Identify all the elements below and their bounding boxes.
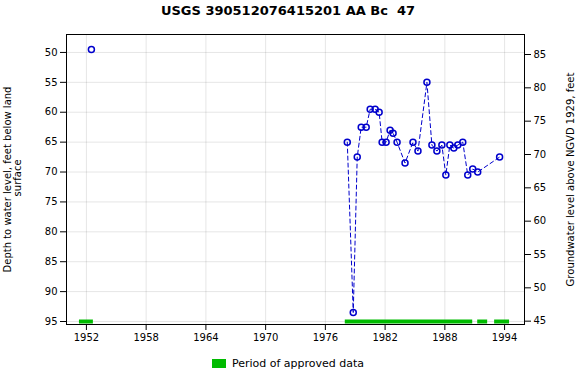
svg-text:45: 45 <box>534 315 547 326</box>
svg-text:65: 65 <box>45 136 58 147</box>
svg-text:80: 80 <box>534 82 547 93</box>
svg-text:Depth to water level, feet bel: Depth to water level, feet below land su… <box>2 87 23 273</box>
svg-text:95: 95 <box>45 316 58 327</box>
svg-text:55: 55 <box>534 249 547 260</box>
html-text:Period of approved data: Period of approved data <box>231 356 365 370</box>
svg-text:65: 65 <box>534 182 547 193</box>
svg-text:1952: 1952 <box>74 332 99 343</box>
svg-text:1976: 1976 <box>313 332 338 343</box>
svg-text:75: 75 <box>534 115 547 126</box>
svg-text:1958: 1958 <box>133 332 158 343</box>
svg-text:1964: 1964 <box>193 332 218 343</box>
svg-text:70: 70 <box>45 166 58 177</box>
svg-text:1994: 1994 <box>492 332 517 343</box>
svg-text:85: 85 <box>45 256 58 267</box>
svg-text:50: 50 <box>534 282 547 293</box>
svg-text:80: 80 <box>45 226 58 237</box>
html-text:USGS 390512076415201 AA Bc 47: USGS 390512076415201 AA Bc 47 <box>161 3 415 18</box>
svg-text:50: 50 <box>45 47 58 58</box>
svg-text:60: 60 <box>45 106 58 117</box>
svg-text:1988: 1988 <box>432 332 457 343</box>
svg-text:1982: 1982 <box>372 332 397 343</box>
svg-text:1970: 1970 <box>253 332 278 343</box>
svg-text:60: 60 <box>534 215 547 226</box>
svg-text:85: 85 <box>534 49 547 60</box>
svg-text:90: 90 <box>45 286 58 297</box>
svg-text:75: 75 <box>45 196 58 207</box>
svg-text:55: 55 <box>45 77 58 88</box>
svg-text:Groundwater level above NGVD 1: Groundwater level above NGVD 1929, feet <box>565 73 576 287</box>
svg-text:70: 70 <box>534 149 547 160</box>
